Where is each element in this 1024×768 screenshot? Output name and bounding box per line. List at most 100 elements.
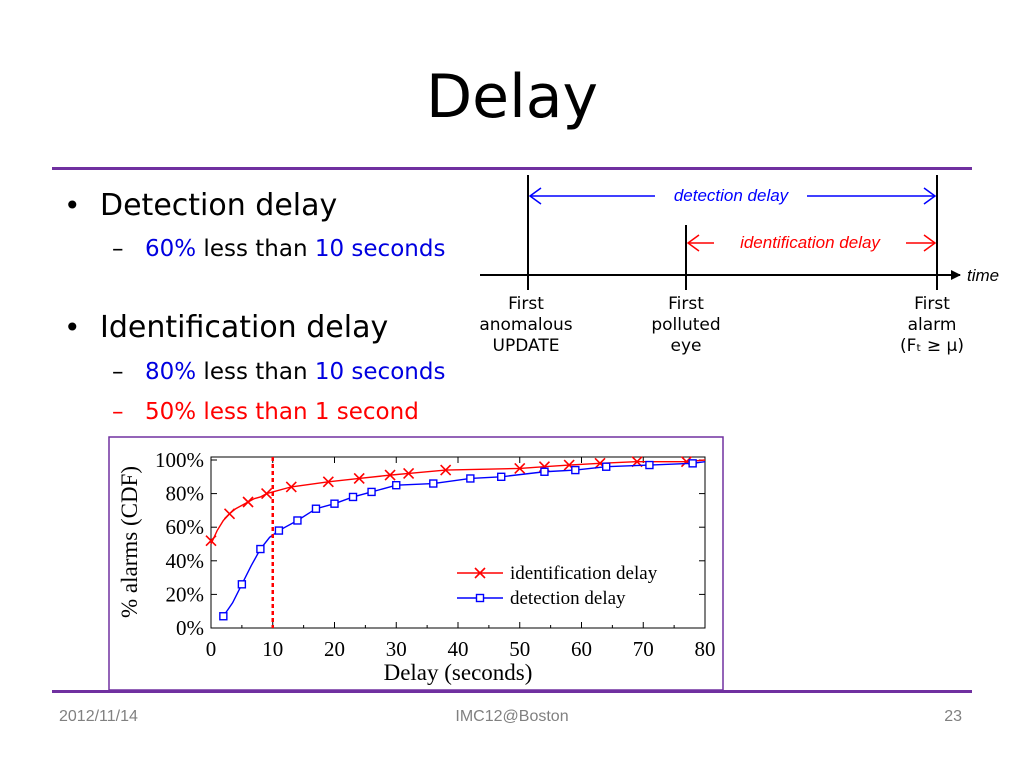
data-point: [429, 479, 438, 488]
bullet-text: Identification delay: [100, 310, 389, 345]
detection-arrow-left-head: [528, 187, 542, 205]
event-first-update-line1: First: [508, 294, 544, 314]
event-first-alarm-line1: First: [914, 294, 950, 314]
cdf-chart: 0 10 20 30 40 50 60 70 80 0% 20% 40% 60% 80% 100% iden…: [108, 436, 724, 691]
y-tick-label: 60%: [166, 515, 205, 539]
data-point: [285, 481, 297, 493]
marker-stroke: [514, 462, 526, 474]
data-point: [322, 476, 334, 488]
identification-label-bg: [714, 231, 906, 253]
data-point: [256, 544, 265, 554]
sub-bullet-detection-60: – 60% less than 10 seconds: [112, 234, 445, 264]
sub-bullet-part: 80%: [145, 359, 197, 385]
detection-label-bg: [655, 184, 807, 206]
marker-stroke: [223, 508, 236, 520]
sub-bullet-part: less than: [196, 359, 315, 385]
marker-stroke: [563, 459, 575, 471]
marker-stroke: [594, 457, 606, 469]
footer-page-number: 23: [944, 708, 962, 725]
marker-stroke: [285, 481, 297, 493]
bullet-text: Detection delay: [100, 188, 338, 223]
marker-stroke: [440, 464, 452, 476]
data-point: [688, 459, 697, 468]
y-tick-label: 100%: [155, 448, 204, 472]
data-point: [237, 580, 247, 589]
marker-stroke: [384, 469, 396, 481]
data-point: [645, 460, 654, 470]
data-point: [219, 612, 228, 621]
x-tick-label: 10: [262, 637, 283, 661]
series-identification-delay: [205, 456, 706, 547]
event-polluted-eye-line2: polluted: [651, 315, 720, 335]
sub-bullet-identification-50: – 50% less than 1 second: [112, 397, 419, 427]
data-point: [540, 467, 549, 476]
legend-label: detection delay: [510, 588, 626, 609]
identification-delay-label: identification delay: [740, 233, 881, 252]
sub-bullet-part: 50% less than 1 second: [145, 399, 419, 425]
marker-stroke: [403, 467, 415, 480]
timeline-diagram: time detection delay identification dela…: [479, 175, 999, 356]
data-point: [602, 462, 611, 471]
y-tick-label: 20%: [166, 582, 205, 606]
data-point: [242, 496, 254, 508]
marker-stroke: [242, 496, 254, 508]
data-point: [497, 472, 506, 481]
footer-date: 2012/11/14: [59, 708, 138, 725]
title-divider: [52, 167, 972, 170]
marker-stroke: [474, 567, 486, 579]
x-tick-label: 50: [509, 637, 530, 661]
detection-arrow-right-head: [923, 187, 937, 205]
event-first-alarm-line3: (Fₜ ≥ μ): [900, 336, 964, 356]
data-point: [348, 492, 358, 502]
data-point: [440, 464, 452, 476]
data-point: [367, 487, 376, 497]
bullet-detection-delay: • Detection delay: [64, 188, 338, 224]
data-point: [293, 516, 302, 525]
data-point: [261, 488, 273, 500]
x-tick-label: 30: [386, 637, 407, 661]
event-polluted-eye-line1: First: [668, 294, 704, 314]
legend-marker: [474, 567, 486, 579]
data-point: [274, 526, 284, 535]
data-point: [403, 467, 415, 480]
data-point: [353, 472, 365, 485]
footer-divider: [52, 690, 972, 693]
x-axis-label: Delay (seconds): [384, 660, 533, 685]
sub-bullet-identification-80: – 80% less than 10 seconds: [112, 357, 446, 387]
marker-stroke: [322, 476, 334, 488]
data-point: [392, 481, 401, 490]
bullet-dash: –: [112, 359, 124, 385]
y-tick-label: 40%: [166, 549, 205, 573]
bullet-dash: –: [112, 236, 124, 262]
data-point: [205, 535, 217, 547]
y-axis-label: % alarms (CDF): [117, 466, 142, 618]
event-polluted-eye-line3: eye: [671, 336, 702, 356]
y-tick-label: 80%: [166, 482, 205, 506]
data-point: [223, 508, 236, 520]
bullet-list: • Detection delay – 60% less than 10 sec…: [0, 0, 500, 440]
sub-bullet-part: 10 seconds: [314, 359, 446, 385]
data-point: [514, 462, 526, 474]
chart-legend: identification delay detection delay: [457, 563, 658, 609]
x-tick-label: 70: [633, 637, 654, 661]
data-point: [311, 504, 321, 513]
identification-arrow-left-head: [686, 234, 700, 252]
x-tick-label: 80: [695, 637, 716, 661]
bullet-dot: •: [64, 189, 81, 222]
data-point: [384, 469, 396, 481]
plot-area: [210, 456, 706, 629]
x-tick-label: 40: [448, 637, 469, 661]
identification-arrow-right-head: [923, 234, 937, 252]
legend-label: identification delay: [510, 563, 658, 584]
bullet-dash: –: [112, 399, 124, 425]
y-tick-label: 0%: [176, 616, 204, 640]
series-line: [222, 460, 706, 617]
legend-marker: [475, 593, 485, 603]
marker-stroke: [261, 488, 273, 500]
detection-delay-label: detection delay: [674, 186, 790, 205]
event-first-alarm-line2: alarm: [908, 315, 957, 335]
x-tick-label: 20: [324, 637, 345, 661]
marker-stroke: [680, 456, 693, 468]
series-detection-delay: [219, 459, 706, 621]
event-first-update-line3: UPDATE: [493, 336, 560, 356]
